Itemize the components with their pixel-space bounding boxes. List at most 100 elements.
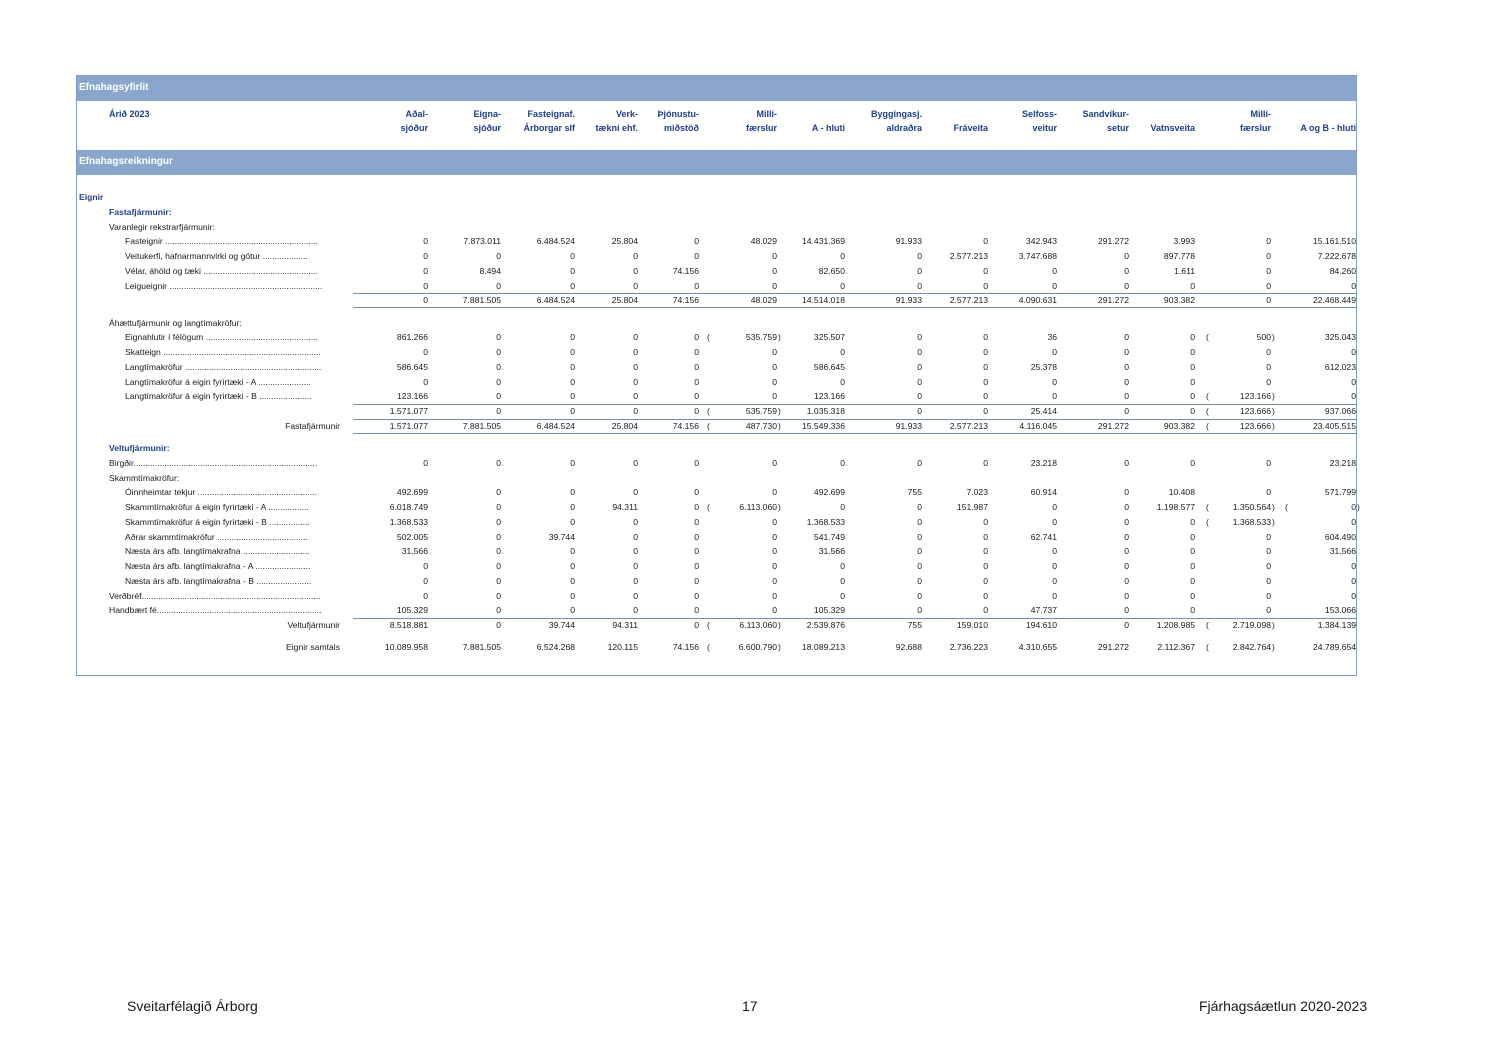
- cell-col-7: 14.514.018: [801, 295, 845, 306]
- column-header-9-line-2: Fráveita: [953, 123, 988, 133]
- column-header-13-line-1: Milli-: [1250, 109, 1272, 119]
- cell-col-12: 897.778: [1163, 251, 1195, 261]
- negative-paren-close: ): [778, 406, 781, 416]
- cell-col-1: 861.266: [396, 332, 428, 343]
- cell-col-10: 0: [1052, 391, 1057, 402]
- cell-col-8: 0: [917, 575, 922, 586]
- cell-col-11: 0: [1124, 332, 1129, 343]
- column-header-11-line-1: Sandvíkur-: [1082, 109, 1129, 119]
- row-label: Áhættufjármunir og langtímakröfur:: [109, 317, 242, 328]
- cell-col-2: 0: [496, 361, 501, 372]
- cell-col-11: 291.272: [1097, 642, 1129, 653]
- cell-col-14: 7.222.678: [1317, 251, 1356, 261]
- cell-col-4: 25.804: [611, 236, 638, 247]
- cell-col-10: 23.218: [1030, 457, 1057, 468]
- row-label: Langtímakröfur á eigin fyrirtæki - B ...…: [125, 391, 312, 402]
- cell-col-12: 2.112.367: [1157, 642, 1195, 653]
- cell-col-7: 0: [840, 575, 845, 586]
- cell-col-5: 0: [694, 347, 699, 357]
- cell-col-13: 2.842.764: [1232, 642, 1271, 653]
- negative-paren-open: (: [707, 420, 710, 431]
- cell-col-10: 342.943: [1025, 236, 1057, 247]
- cell-col-11: 0: [1124, 251, 1129, 261]
- cell-col-1: 0: [423, 236, 428, 247]
- cell-col-3: 0: [570, 265, 575, 276]
- cell-col-7: 0: [840, 590, 845, 601]
- cell-col-11: 0: [1124, 391, 1129, 402]
- cell-col-7: 0: [840, 376, 845, 387]
- cell-col-12: 0: [1190, 546, 1195, 557]
- cell-col-1: 1.571.077: [389, 406, 428, 416]
- table-row: Aðrar skammtímakröfur ..................…: [77, 530, 1356, 544]
- cell-col-9: 0: [983, 546, 988, 557]
- cell-col-9: 0: [983, 332, 988, 343]
- cell-col-12: 1.611: [1174, 265, 1195, 276]
- table-row: Birgðir.................................…: [77, 456, 1356, 470]
- cell-col-6: 0: [772, 391, 777, 402]
- table-row: Eignahlutir í félögum ..................…: [77, 330, 1356, 344]
- row-label: Varanlegir rekstrarfjármunir:: [109, 221, 215, 232]
- cell-col-7: 492.699: [813, 487, 845, 498]
- cell-col-7: 0: [840, 280, 845, 291]
- cell-col-7: 123.166: [813, 391, 845, 402]
- cell-col-11: 291.272: [1097, 236, 1129, 247]
- cell-col-11: 0: [1124, 457, 1129, 468]
- table-row: Varanlegir rekstrarfjármunir:: [77, 220, 1356, 234]
- cell-col-6: 48.029: [750, 295, 777, 306]
- negative-paren-open: (: [1206, 391, 1209, 402]
- row-label: Fastafjármunir:: [109, 206, 172, 217]
- row-label: Aðrar skammtímakröfur ..................…: [125, 531, 308, 542]
- cell-col-4: 0: [633, 487, 638, 498]
- column-header-6-line-1: Milli-: [756, 109, 778, 119]
- cell-col-14: 612.023: [1324, 361, 1356, 372]
- cell-col-13: 0: [1266, 546, 1271, 557]
- cell-col-13: 1.368.533: [1232, 516, 1271, 527]
- cell-col-10: 47.737: [1030, 605, 1057, 616]
- cell-col-10: 3.747.688: [1018, 251, 1057, 261]
- cell-col-6: 535.759: [745, 332, 777, 343]
- cell-col-8: 0: [917, 590, 922, 601]
- negative-paren-close: ): [778, 502, 781, 512]
- cell-col-2: 8.494: [479, 265, 501, 276]
- cell-col-2: 0: [496, 406, 501, 416]
- cell-col-9: 0: [983, 516, 988, 527]
- negative-paren-close: ): [1272, 332, 1275, 343]
- row-label: Leigueignir ............................…: [125, 280, 323, 291]
- cell-col-3: 0: [570, 280, 575, 291]
- cell-col-10: 25.414: [1030, 406, 1057, 416]
- cell-col-5: 0: [694, 280, 699, 291]
- cell-col-6: 0: [772, 546, 777, 557]
- cell-col-9: 0: [983, 531, 988, 542]
- footer-document-title: Fjárhagsáætlun 2020-2023: [1199, 998, 1368, 1014]
- cell-col-8: 0: [917, 361, 922, 372]
- cell-col-8: 0: [917, 457, 922, 468]
- cell-col-7: 18.089.213: [801, 642, 845, 653]
- column-header-8-line-1: Byggingasj.: [870, 109, 922, 119]
- cell-col-13: 0: [1266, 236, 1271, 247]
- cell-col-6: 6.600.790: [738, 642, 777, 653]
- cell-col-12: 0: [1190, 457, 1195, 468]
- cell-col-11: 0: [1124, 406, 1129, 416]
- cell-col-3: 0: [570, 332, 575, 343]
- row-label: Langtímakröfur .........................…: [125, 361, 322, 372]
- cell-col-9: 0: [983, 376, 988, 387]
- cell-col-11: 0: [1124, 561, 1129, 571]
- cell-col-14: 23.218: [1329, 457, 1356, 468]
- cell-col-2: 0: [496, 620, 501, 630]
- cell-col-9: 0: [983, 280, 988, 291]
- cell-col-6: 48.029: [750, 236, 777, 247]
- cell-col-12: 0: [1190, 516, 1195, 527]
- section-band: Efnahagsreikningur: [77, 150, 1356, 175]
- cell-col-4: 94.311: [612, 502, 638, 512]
- cell-col-5: 0: [694, 605, 699, 616]
- cell-col-12: 0: [1190, 347, 1195, 357]
- negative-paren-close: ): [778, 420, 781, 431]
- section-title: Efnahagsreikningur: [79, 156, 173, 167]
- cell-col-14: 0: [1351, 376, 1356, 387]
- cell-col-2: 0: [496, 590, 501, 601]
- cell-col-5: 0: [694, 620, 699, 630]
- cell-col-10: 0: [1052, 561, 1057, 571]
- column-header-4-line-2: tækni ehf.: [595, 123, 638, 133]
- cell-col-9: 0: [983, 457, 988, 468]
- column-header-10-line-2: veitur: [1032, 123, 1057, 133]
